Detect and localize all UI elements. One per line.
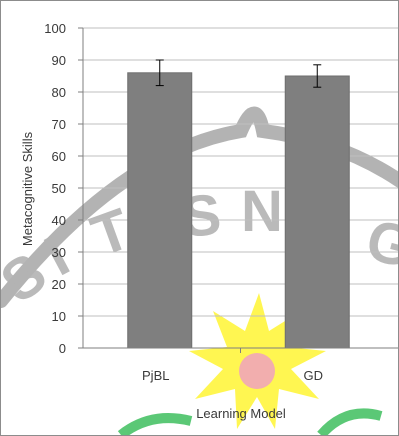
y-tick-label: 0 <box>59 341 66 356</box>
error-bars <box>155 59 322 88</box>
x-axis-title: Learning Model <box>196 406 286 421</box>
y-tick-label: 90 <box>52 53 66 68</box>
gridlines <box>78 27 398 349</box>
y-tick-label: 30 <box>52 245 66 260</box>
y-tick-label: 10 <box>52 309 66 324</box>
watermark-dot <box>239 353 275 389</box>
y-tick-label: 50 <box>52 181 66 196</box>
watermark-letter: N <box>241 179 283 244</box>
y-tick-label: 100 <box>44 21 66 36</box>
bar-pjbl <box>127 72 193 349</box>
axes <box>82 28 398 353</box>
y-tick-label: 40 <box>52 213 66 228</box>
y-tick-label: 60 <box>52 149 66 164</box>
y-tick-labels: 0 10 20 30 40 50 60 70 80 90 100 <box>44 21 66 356</box>
watermark-leaf-right <box>317 408 383 435</box>
watermark-letter: G <box>360 207 398 281</box>
y-tick-label: 80 <box>52 85 66 100</box>
bar-gd <box>284 75 350 349</box>
bars <box>127 72 350 349</box>
y-axis-title: Metacognitive Skills <box>20 131 35 246</box>
x-tick-labels: PjBL GD <box>142 368 323 383</box>
y-tick-label: 70 <box>52 117 66 132</box>
x-tick-label: PjBL <box>142 368 169 383</box>
x-tick-label: GD <box>304 368 324 383</box>
watermark-leaf-left <box>117 413 193 435</box>
y-tick-label: 20 <box>52 277 66 292</box>
